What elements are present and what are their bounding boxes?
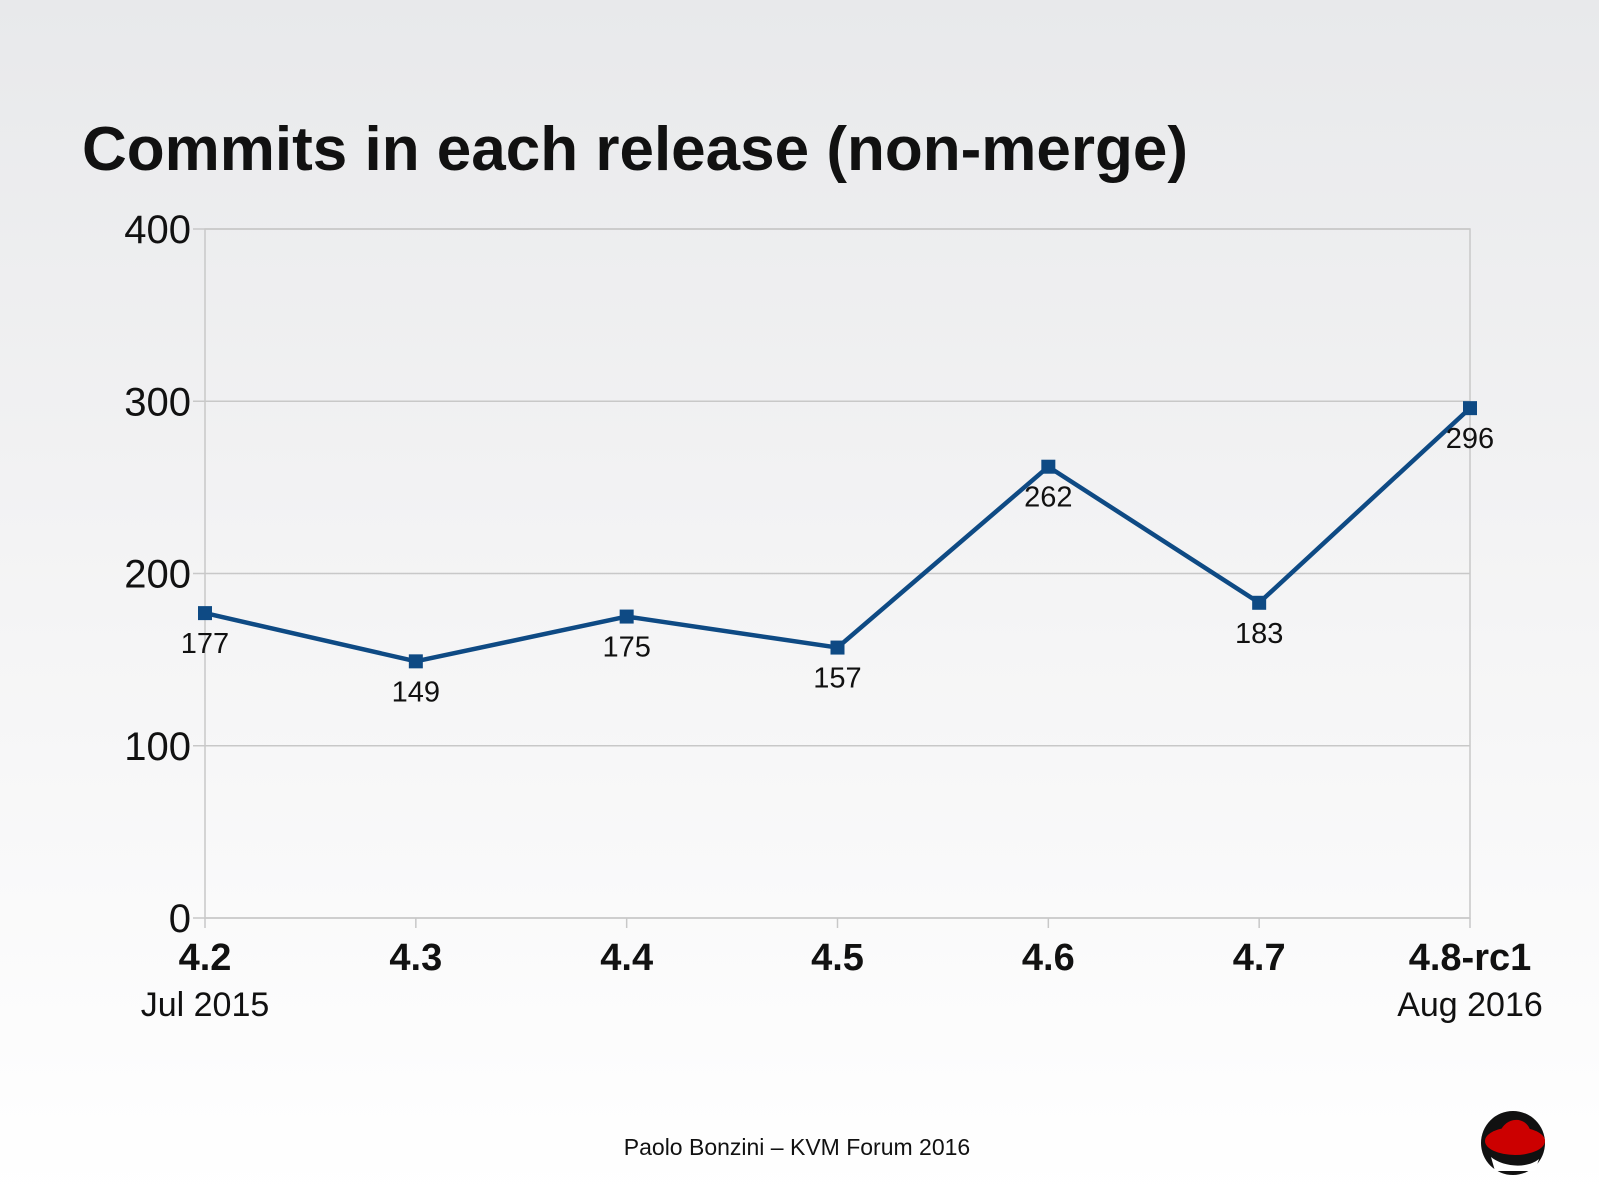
- x-tick-sublabel: Jul 2015: [141, 986, 270, 1024]
- y-tick-label: 400: [124, 208, 191, 252]
- data-point: [1041, 459, 1056, 474]
- data-label: 183: [1235, 618, 1283, 650]
- x-tick-label: 4.3: [389, 937, 442, 979]
- data-label: 149: [392, 676, 440, 708]
- x-tick-label: 4.4: [600, 937, 653, 979]
- x-tick-sublabel: Aug 2016: [1397, 986, 1543, 1024]
- x-tick-label: 4.6: [1022, 937, 1075, 979]
- data-point: [830, 640, 845, 655]
- red-hat-logo: [1481, 1111, 1545, 1175]
- data-point: [1252, 595, 1267, 610]
- data-label: 177: [181, 628, 229, 660]
- y-tick-label: 0: [169, 897, 191, 941]
- data-point: [198, 606, 212, 621]
- x-tick-label: 4.5: [811, 937, 864, 979]
- chart-title: Commits in each release (non-merge): [82, 115, 1188, 184]
- x-tick-label: 4.7: [1233, 937, 1286, 979]
- data-point: [619, 609, 634, 624]
- data-point: [1463, 401, 1477, 416]
- data-label: 262: [1024, 482, 1072, 514]
- y-tick-label: 300: [124, 380, 191, 424]
- data-point: [408, 654, 423, 669]
- data-label: 157: [813, 663, 861, 695]
- x-tick-label: 4.8-rc1: [1409, 937, 1532, 979]
- y-tick-label: 100: [124, 725, 191, 769]
- footer: Paolo Bonzini – KVM Forum 2016: [624, 1134, 970, 1160]
- data-label: 175: [602, 632, 650, 664]
- data-label: 296: [1446, 423, 1494, 455]
- x-tick-label: 4.2: [179, 937, 232, 979]
- y-tick-label: 200: [124, 553, 191, 597]
